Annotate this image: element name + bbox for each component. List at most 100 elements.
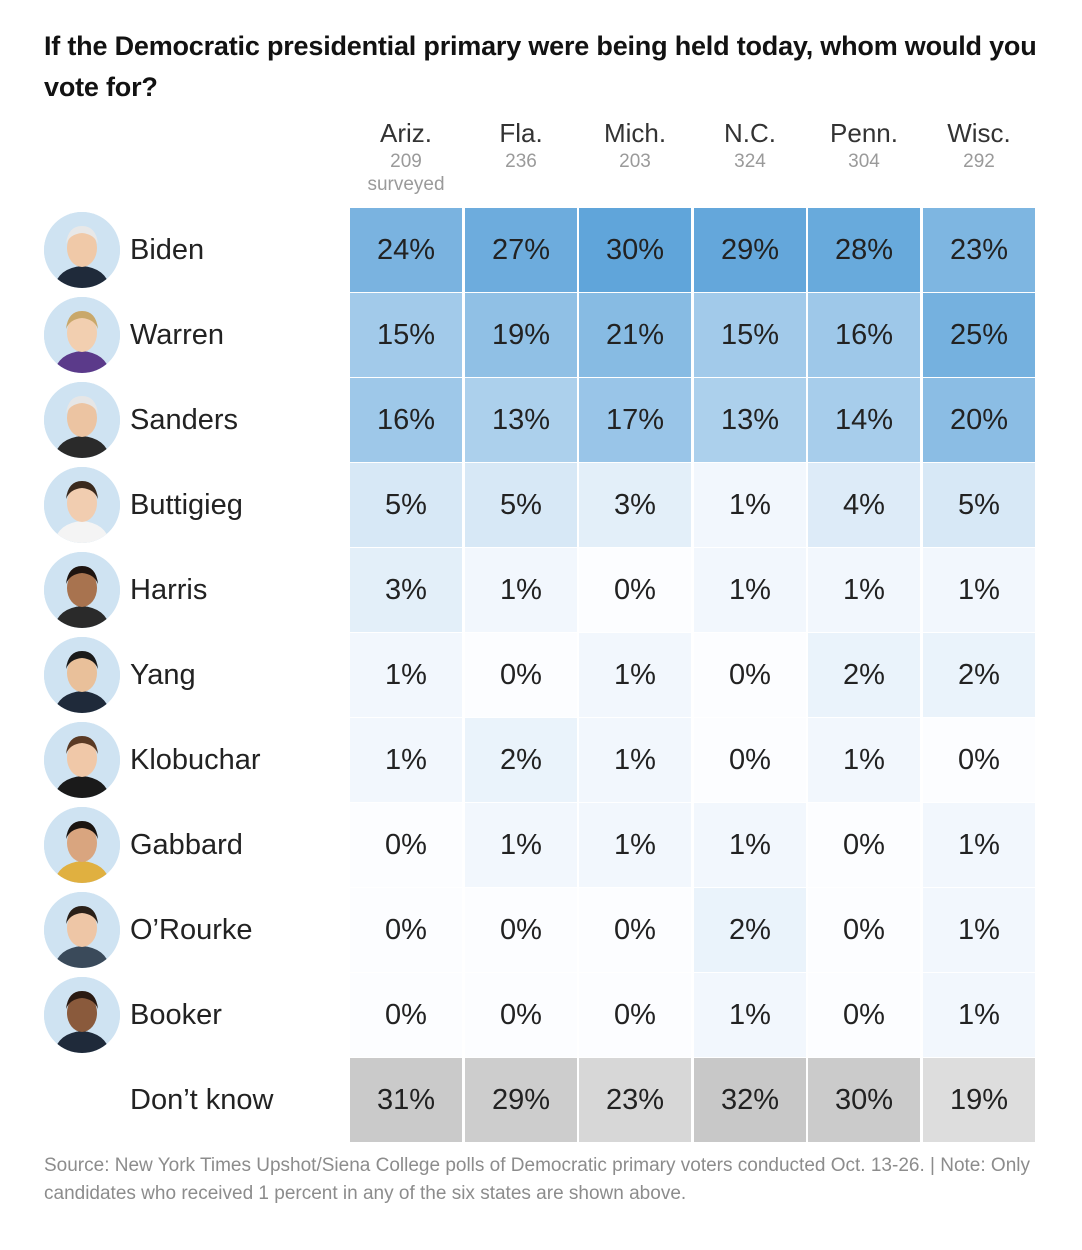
percent-cell: 2% [808,633,920,717]
percent-cell: 5% [465,463,577,547]
candidate-label: Yang [44,633,344,717]
candidate-photo [44,382,120,458]
candidate-photo [44,552,120,628]
candidate-photo [44,807,120,883]
column-header: Mich. 203 [579,116,691,173]
candidate-name: Harris [130,574,208,606]
percent-cell: 5% [350,463,462,547]
column-header: Penn. 304 [808,116,920,173]
dont-know-cell: 23% [579,1058,691,1142]
candidate-name: Yang [130,659,196,691]
percent-cell: 13% [465,378,577,462]
chart-title: If the Democratic presidential primary w… [44,31,1037,102]
percent-cell: 0% [579,973,691,1057]
percent-cell: 0% [808,973,920,1057]
candidate-label: Buttigieg [44,463,344,547]
column-sample-size: 324 [734,151,766,172]
percent-cell: 0% [350,973,462,1057]
percent-cell: 0% [350,803,462,887]
percent-cell: 0% [808,888,920,972]
percent-cell: 16% [808,293,920,377]
percent-cell: 0% [579,888,691,972]
percent-cell: 1% [694,548,806,632]
candidate-label: Booker [44,973,344,1057]
column-header: Fla. 236 [465,116,577,173]
percent-cell: 0% [694,633,806,717]
percent-cell: 23% [923,208,1035,292]
dont-know-cell: 29% [465,1058,577,1142]
percent-cell: 1% [350,633,462,717]
column-header: Wisc. 292 [923,116,1035,173]
dont-know-cell: 31% [350,1058,462,1142]
percent-cell: 1% [350,718,462,802]
candidate-label: Sanders [44,378,344,462]
percent-cell: 1% [694,973,806,1057]
percent-cell: 0% [808,803,920,887]
percent-cell: 0% [923,718,1035,802]
percent-cell: 15% [350,293,462,377]
column-state-name: Wisc. [947,118,1011,148]
candidate-name: Booker [130,999,222,1031]
percent-cell: 1% [923,803,1035,887]
percent-cell: 19% [465,293,577,377]
percent-cell: 14% [808,378,920,462]
percent-cell: 27% [465,208,577,292]
percent-cell: 4% [808,463,920,547]
percent-cell: 0% [465,973,577,1057]
candidate-name: Sanders [130,404,239,436]
percent-cell: 3% [350,548,462,632]
percent-cell: 0% [694,718,806,802]
column-sample-size: 304 [848,151,880,172]
candidate-label: O’Rourke [44,888,344,972]
column-sample-size: 209 [390,151,422,172]
candidate-label: Biden [44,208,344,292]
percent-cell: 30% [579,208,691,292]
candidate-name: O’Rourke [130,914,253,946]
percent-cell: 1% [465,803,577,887]
percent-cell: 1% [694,803,806,887]
percent-cell: 21% [579,293,691,377]
percent-cell: 0% [350,888,462,972]
candidate-label: Gabbard [44,803,344,887]
percent-cell: 16% [350,378,462,462]
column-sample-size: 236 [505,151,537,172]
percent-cell: 2% [694,888,806,972]
percent-cell: 2% [465,718,577,802]
surveyed-label: surveyed [367,174,445,195]
column-header: N.C. 324 [694,116,806,173]
percent-cell: 13% [694,378,806,462]
candidate-label: Klobuchar [44,718,344,802]
column-state-name: Ariz. [380,118,432,148]
percent-cell: 17% [579,378,691,462]
source-note: Source: New York Times Upshot/Siena Coll… [44,1155,1030,1204]
candidate-photo [44,467,120,543]
percent-cell: 1% [694,463,806,547]
percent-cell: 29% [694,208,806,292]
percent-cell: 20% [923,378,1035,462]
percent-cell: 25% [923,293,1035,377]
dont-know-cell: 19% [923,1058,1035,1142]
percent-cell: 0% [465,633,577,717]
percent-cell: 1% [579,633,691,717]
dont-know-cell: 30% [808,1058,920,1142]
percent-cell: 3% [579,463,691,547]
percent-cell: 28% [808,208,920,292]
percent-cell: 1% [923,888,1035,972]
candidate-photo [44,892,120,968]
dont-know-cell: 32% [694,1058,806,1142]
candidate-name: Biden [130,234,205,266]
percent-cell: 15% [694,293,806,377]
candidate-photo [44,637,120,713]
percent-cell: 1% [808,718,920,802]
candidate-name: Klobuchar [130,744,261,776]
column-state-name: Penn. [830,118,898,148]
percent-cell: 2% [923,633,1035,717]
percent-cell: 24% [350,208,462,292]
percent-cell: 1% [465,548,577,632]
percent-cell: 1% [923,973,1035,1057]
percent-cell: 1% [579,718,691,802]
percent-cell: 0% [579,548,691,632]
candidate-photo [44,977,120,1053]
percent-cell: 1% [808,548,920,632]
percent-cell: 5% [923,463,1035,547]
